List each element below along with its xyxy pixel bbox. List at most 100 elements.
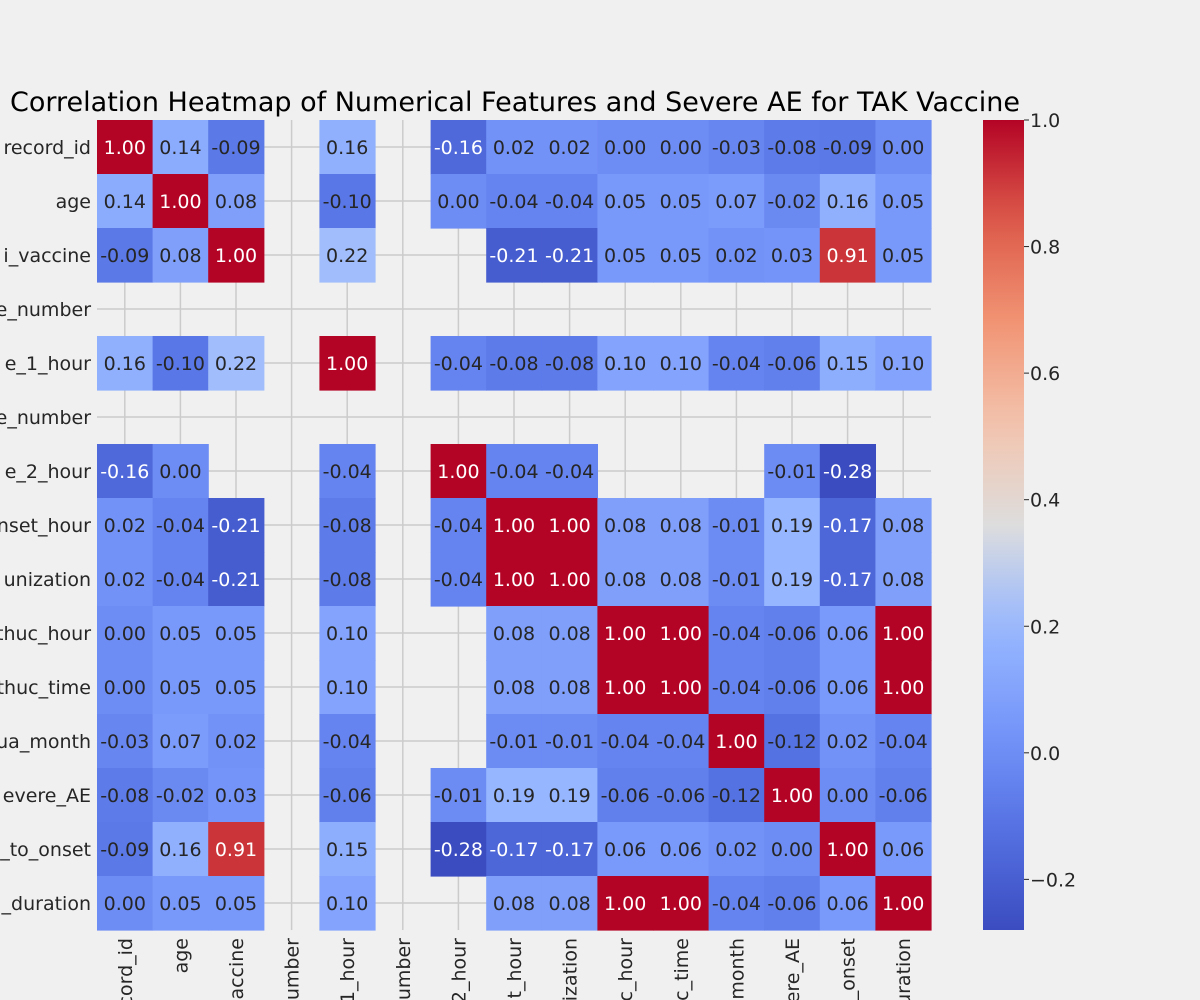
cell-value-label: 0.91	[826, 245, 868, 267]
cell-value-label: 0.02	[104, 569, 146, 591]
heatmap-cell	[430, 552, 487, 607]
heatmap-cell	[653, 336, 710, 391]
cell-value-label: 1.00	[493, 569, 535, 591]
heatmap-cell	[152, 768, 209, 823]
cell-value-label: 0.08	[159, 245, 201, 267]
heatmap-cell	[319, 120, 376, 175]
cell-value-label: 0.00	[437, 191, 479, 213]
cell-value-label: -0.28	[434, 839, 483, 861]
cell-value-label: 0.19	[548, 785, 590, 807]
cell-value-label: 1.00	[715, 731, 757, 753]
cell-value-label: 0.16	[104, 353, 146, 375]
y-tick-label: e_number	[0, 299, 91, 321]
cell-value-label: 1.00	[493, 515, 535, 537]
heatmap-cell	[486, 228, 543, 283]
heatmap-cell	[486, 552, 543, 607]
cell-value-label: 0.05	[660, 191, 702, 213]
heatmap-cell	[653, 498, 710, 553]
heatmap-cell	[819, 444, 876, 499]
cell-value-label: 0.10	[326, 893, 368, 915]
cell-value-label: 0.10	[604, 353, 646, 375]
cell-value-label: -0.10	[156, 353, 205, 375]
heatmap-cell	[597, 120, 654, 175]
x-tick-label: umber	[282, 938, 304, 1000]
x-tick-label: uration	[893, 938, 915, 1000]
cell-value-label: 0.00	[826, 785, 868, 807]
heatmap-cell	[97, 336, 154, 391]
cell-value-label: -0.04	[712, 677, 761, 699]
cell-value-label: -0.09	[100, 245, 149, 267]
cell-value-label: 0.05	[660, 245, 702, 267]
heatmap-cell	[819, 606, 876, 661]
cell-value-label: -0.04	[156, 515, 205, 537]
heatmap-cell	[597, 822, 654, 877]
cell-value-label: -0.04	[545, 461, 594, 483]
cell-value-label: -0.28	[823, 461, 872, 483]
heatmap-cell	[319, 606, 376, 661]
cell-value-label: -0.04	[323, 461, 372, 483]
heatmap-cell	[486, 498, 543, 553]
cell-value-label: -0.06	[323, 785, 372, 807]
cell-value-label: 1.00	[604, 893, 646, 915]
cell-value-label: -0.04	[656, 731, 705, 753]
cell-value-label: 1.00	[660, 623, 702, 645]
heatmap-cell	[97, 552, 154, 607]
heatmap-cells	[97, 120, 932, 931]
heatmap-cell	[541, 174, 598, 229]
heatmap-cell	[653, 606, 710, 661]
y-tick-label: _to_onset	[0, 839, 91, 861]
cell-value-label: 0.08	[882, 569, 924, 591]
heatmap-cell	[875, 552, 932, 607]
heatmap-cell	[486, 336, 543, 391]
y-tick-label: thuc_hour	[0, 623, 91, 645]
cell-value-label: -0.21	[545, 245, 594, 267]
cell-value-label: -0.06	[601, 785, 650, 807]
x-tick-label: _onset	[838, 938, 860, 1000]
cell-value-label: 0.07	[715, 191, 757, 213]
heatmap-cell	[319, 768, 376, 823]
cell-value-label: -0.04	[712, 623, 761, 645]
heatmap-cell	[764, 768, 821, 823]
heatmap-cell	[97, 822, 154, 877]
heatmap-cell	[764, 228, 821, 283]
y-tick-label: _duration	[1, 893, 91, 915]
heatmap-cell	[597, 606, 654, 661]
cell-value-label: 0.02	[715, 839, 757, 861]
heatmap-cell	[430, 174, 487, 229]
heatmap-cell	[97, 120, 154, 175]
cell-value-label: -0.12	[767, 731, 816, 753]
heatmap-cell	[764, 822, 821, 877]
heatmap-cell	[819, 552, 876, 607]
heatmap-cell	[541, 876, 598, 931]
cell-value-label: -0.08	[767, 137, 816, 159]
heatmap-cell	[708, 606, 765, 661]
cell-value-label: 0.06	[882, 839, 924, 861]
heatmap-cell	[430, 444, 487, 499]
heatmap-cell	[208, 552, 265, 607]
heatmap-cell	[875, 336, 932, 391]
cell-value-label: -0.04	[712, 353, 761, 375]
heatmap-cell	[486, 120, 543, 175]
cell-value-label: 0.06	[604, 839, 646, 861]
cell-value-label: 0.16	[826, 191, 868, 213]
heatmap-cell	[430, 822, 487, 877]
cell-value-label: -0.08	[100, 785, 149, 807]
heatmap-cell	[152, 876, 209, 931]
heatmap-cell	[819, 876, 876, 931]
colorbar-tick-label: 0.6	[1030, 363, 1060, 385]
cell-value-label: -0.01	[489, 731, 538, 753]
colorbar-tick-label: 1.0	[1030, 110, 1060, 132]
cell-value-label: -0.08	[323, 569, 372, 591]
heatmap-cell	[875, 768, 932, 823]
heatmap-cell	[541, 822, 598, 877]
cell-value-label: -0.06	[767, 353, 816, 375]
heatmap-cell	[597, 552, 654, 607]
y-tick-label: ua_month	[0, 731, 91, 753]
colorbar-tick-label: 0.4	[1030, 490, 1060, 512]
cell-value-label: 0.91	[215, 839, 257, 861]
heatmap-cell	[597, 714, 654, 769]
cell-value-label: 1.00	[882, 623, 924, 645]
heatmap-cell	[708, 768, 765, 823]
y-tick-label: thuc_time	[0, 677, 91, 699]
